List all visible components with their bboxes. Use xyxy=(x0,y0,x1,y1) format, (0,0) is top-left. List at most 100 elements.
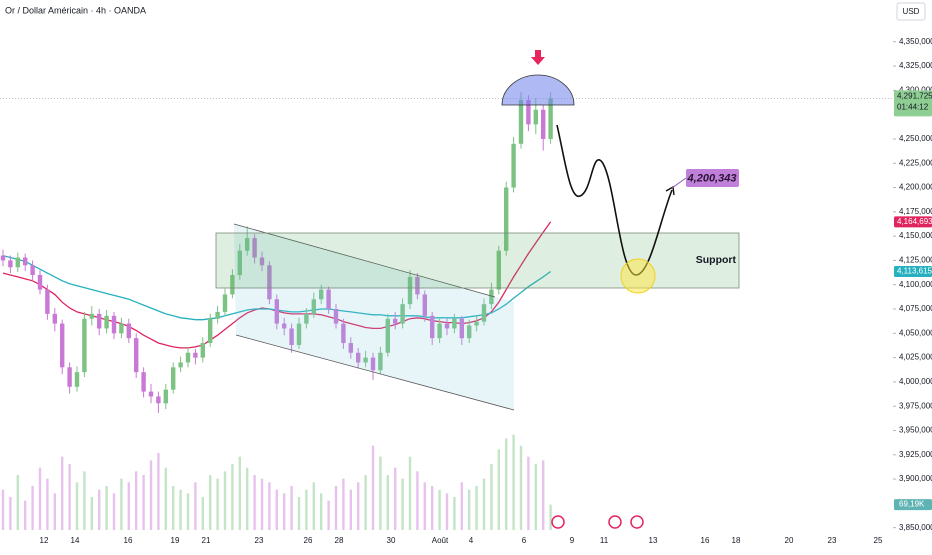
y-tick-label: 4,050,000 xyxy=(899,328,932,337)
volume-bar xyxy=(275,489,278,530)
candle-body xyxy=(0,255,6,261)
y-tick-label: 4,225,000 xyxy=(899,158,932,167)
candle-body xyxy=(156,396,161,404)
candle-body xyxy=(370,357,376,371)
candle-body xyxy=(200,343,205,358)
candle-body xyxy=(185,352,191,363)
candle-body xyxy=(533,109,538,125)
candle-body xyxy=(148,391,154,397)
candle-body xyxy=(82,318,87,373)
ma-tag-bg xyxy=(894,265,932,277)
candle-body xyxy=(60,323,65,368)
x-tick-label: 25 xyxy=(874,536,883,545)
candle-body xyxy=(104,315,109,329)
volume-bar xyxy=(475,486,478,530)
x-tick-label: 12 xyxy=(40,536,49,545)
candle-body xyxy=(230,275,235,295)
candle-body xyxy=(496,250,501,290)
x-tick-label: 21 xyxy=(202,536,211,545)
volume-bar xyxy=(186,493,190,530)
x-tick-label: 14 xyxy=(71,536,80,545)
candle-body xyxy=(393,318,398,324)
candle-body xyxy=(319,289,324,300)
volume-bar xyxy=(38,467,42,530)
last-price-tag: 4,291,725 xyxy=(897,92,932,101)
x-tick-label: 13 xyxy=(649,536,658,545)
x-tick-label: 16 xyxy=(124,536,133,545)
candle-body xyxy=(430,315,435,339)
y-tick-label: 3,900,000 xyxy=(899,474,932,483)
candle-body xyxy=(126,323,131,339)
candle-body xyxy=(193,352,198,358)
candle-body xyxy=(178,362,183,368)
volume-bar xyxy=(172,486,175,530)
x-tick-label: 4 xyxy=(469,536,474,545)
volume-bar xyxy=(68,464,71,530)
candle-body xyxy=(296,323,302,345)
y-tick-label: 4,350,000 xyxy=(899,37,932,46)
volume-bar xyxy=(283,493,286,530)
candle-body xyxy=(89,313,94,319)
candle-body xyxy=(341,323,346,344)
volume-bar xyxy=(164,467,167,530)
volume-bar xyxy=(297,497,301,530)
candle-body xyxy=(437,323,442,339)
drawings: 4,200,343 Support xyxy=(215,50,740,411)
candle-body xyxy=(311,299,316,314)
volume-bar xyxy=(527,456,530,530)
x-tick-label: Août xyxy=(432,536,449,545)
candle-body xyxy=(141,372,146,392)
candle-body xyxy=(333,309,339,324)
zone-label: Support xyxy=(696,254,737,266)
volume-bar xyxy=(61,456,64,530)
volume-bar xyxy=(342,478,345,530)
x-tick-label: 18 xyxy=(732,536,741,545)
volume-tag-bg xyxy=(894,499,932,511)
volume-bar xyxy=(31,486,34,530)
volume-bar xyxy=(112,493,116,530)
volume-bar xyxy=(246,467,249,530)
volume-bar xyxy=(135,471,138,530)
target-label-box xyxy=(686,169,739,187)
volume-bar xyxy=(120,478,123,530)
candle-body xyxy=(97,313,102,329)
candle-body xyxy=(208,318,213,344)
volume-bar xyxy=(24,500,27,530)
candle-body xyxy=(215,311,220,319)
event-icons xyxy=(551,515,644,529)
candle-body xyxy=(481,304,487,322)
volume-bar xyxy=(268,482,271,530)
volume-bar xyxy=(512,434,515,530)
volume-bar xyxy=(401,478,404,530)
candle-body xyxy=(282,323,287,329)
candle-body xyxy=(52,313,57,324)
y-tick-label: 3,850,000 xyxy=(899,523,932,532)
x-tick-label: 30 xyxy=(387,536,396,545)
volume-bar xyxy=(75,482,79,530)
candle-body xyxy=(259,257,265,266)
candle-body xyxy=(504,187,509,251)
volume-bar xyxy=(194,482,197,530)
candle-body xyxy=(111,315,117,334)
volume-bar xyxy=(379,456,382,530)
candle-body xyxy=(407,276,413,305)
candle-body xyxy=(356,352,361,363)
candle-body xyxy=(444,323,450,329)
x-tick-label: 26 xyxy=(304,536,313,545)
y-tick-label: 4,150,000 xyxy=(899,231,932,240)
candle-body xyxy=(171,367,176,390)
volume-bar xyxy=(445,493,449,530)
candle-body xyxy=(422,294,427,316)
last-price-tag-bg xyxy=(894,90,932,117)
volume-bar xyxy=(453,497,456,530)
y-tick-label: 4,100,000 xyxy=(899,280,932,289)
projection-curve xyxy=(556,124,673,276)
candle-body xyxy=(289,328,294,345)
currency-box xyxy=(896,2,926,21)
volume-bar xyxy=(482,478,486,530)
volume-bar xyxy=(253,475,256,530)
candle-body xyxy=(518,100,524,144)
volume-bar xyxy=(53,493,56,530)
candle-body xyxy=(245,238,250,251)
